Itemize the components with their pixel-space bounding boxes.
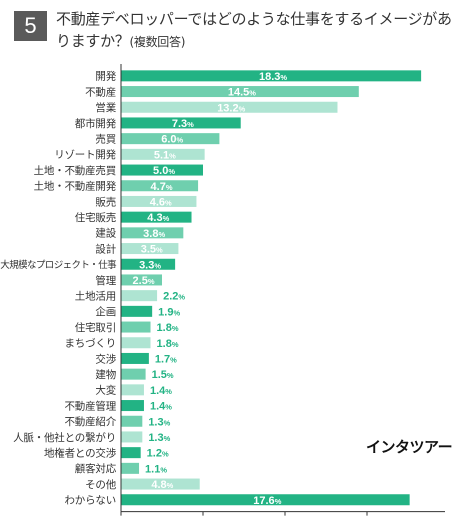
bar: [121, 352, 149, 364]
value-label: 7.3%: [172, 118, 194, 130]
value-label: 5.1%: [154, 149, 176, 161]
category-label: 地権者との交渉: [44, 446, 117, 459]
category-label: 営業: [95, 101, 116, 114]
value-label: 1.4%: [150, 385, 172, 397]
value-label: 3.8%: [143, 228, 165, 240]
category-label: 都市開発: [75, 117, 117, 130]
category-label: 人脈・他社との繋がり: [13, 431, 116, 444]
bar: [121, 180, 199, 192]
value-label: 1.3%: [148, 416, 170, 428]
value-label: 1.9%: [158, 306, 180, 318]
bar: [121, 243, 179, 255]
bar: [121, 337, 151, 349]
value-label: 18.3%: [259, 71, 287, 83]
bar: [121, 117, 241, 129]
value-label: 1.2%: [147, 448, 169, 460]
question-number-badge: 5: [14, 11, 47, 41]
category-label: 開発: [95, 70, 116, 83]
category-label: 企画: [95, 305, 116, 318]
category-label: 交渉: [95, 352, 116, 365]
bar: [121, 368, 146, 380]
value-label: 1.8%: [157, 322, 179, 334]
bar: [121, 447, 141, 459]
category-label: 大変: [95, 384, 116, 397]
value-label: 4.7%: [151, 181, 173, 193]
bar: [121, 148, 205, 160]
category-label: 住宅販売: [75, 211, 116, 224]
value-label: 5.0%: [153, 165, 175, 177]
value-label: 1.7%: [155, 353, 177, 365]
bar: [121, 133, 220, 145]
value-label: 13.2%: [217, 102, 245, 114]
value-label: 2.5%: [133, 275, 155, 287]
category-label: 土地活用: [75, 289, 116, 302]
bar: [121, 164, 203, 176]
category-label: 設計: [95, 242, 116, 255]
category-label: 不動産: [85, 85, 116, 98]
bar: [121, 494, 410, 506]
value-label: 1.5%: [152, 369, 174, 381]
value-label: 1.8%: [157, 338, 179, 350]
brand-logo: インタツアー: [366, 438, 453, 456]
value-label: 2.2%: [163, 291, 185, 303]
value-label: 1.4%: [150, 401, 172, 413]
bar: [121, 431, 143, 443]
bar: [121, 258, 176, 270]
category-label: 大規模なプロジェクト・仕事: [0, 259, 117, 271]
value-label: 17.6%: [253, 495, 281, 507]
category-label: リゾート開発: [54, 148, 116, 161]
category-label: まちづくり: [65, 338, 117, 350]
category-label: 住宅取引: [75, 321, 116, 334]
category-label: 建設: [95, 227, 116, 240]
value-label: 14.5%: [228, 87, 256, 99]
bar: [121, 305, 153, 317]
bar: [121, 321, 151, 333]
value-label: 3.3%: [139, 259, 161, 271]
bar: [121, 384, 144, 396]
value-label: 1.3%: [148, 432, 170, 444]
bar: [121, 274, 162, 286]
category-label: 売買: [95, 132, 116, 145]
question-header: 5 不動産デベロッパーではどのような仕事をするイメージがありますか？(複数回答): [0, 0, 462, 60]
category-label: 土地・不動産開発: [34, 180, 117, 193]
bar: [121, 227, 184, 239]
category-label: 顧客対応: [75, 462, 117, 475]
value-label: 1.1%: [145, 463, 167, 475]
category-label: 土地・不動産売買: [34, 164, 117, 177]
value-label: 4.3%: [147, 212, 169, 224]
bar: [121, 70, 422, 82]
bar: [121, 86, 359, 98]
question-title: 不動産デベロッパーではどのような仕事をするイメージがありますか？(複数回答): [56, 8, 456, 53]
question-text: 不動産デベロッパーではどのような仕事をするイメージがありますか？: [56, 10, 452, 50]
category-label: 建物: [95, 368, 116, 381]
category-label: 販売: [95, 195, 116, 208]
category-label: 不動産管理: [65, 399, 117, 412]
bar: [121, 478, 200, 490]
bar: [121, 462, 140, 474]
question-note: (複数回答): [129, 35, 186, 49]
value-label: 4.6%: [150, 196, 172, 208]
value-label: 4.8%: [151, 479, 173, 491]
bar: [121, 195, 197, 207]
bar: [121, 101, 338, 113]
value-label: 3.5%: [141, 244, 163, 256]
bar: [121, 415, 143, 427]
category-label: その他: [85, 478, 117, 491]
category-label: わからない: [65, 495, 117, 507]
bar: [121, 400, 144, 412]
value-label: 6.0%: [161, 134, 183, 146]
category-label: 不動産紹介: [65, 415, 117, 428]
bar: [121, 211, 192, 223]
category-label: 管理: [95, 274, 116, 287]
bar: [121, 290, 158, 302]
